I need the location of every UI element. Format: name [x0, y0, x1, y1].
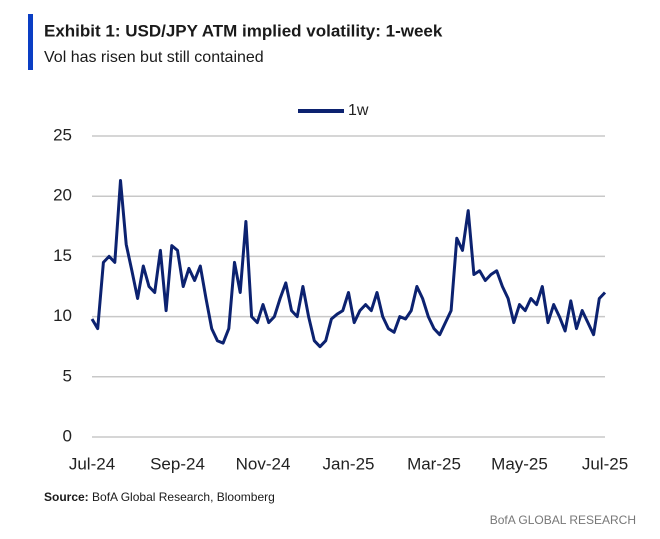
chart-subtitle: Vol has risen but still contained — [44, 49, 264, 66]
x-tick-label: Jan-25 — [323, 454, 375, 473]
chart-title: Exhibit 1: USD/JPY ATM implied volatilit… — [44, 21, 443, 40]
x-tick-label: Nov-24 — [236, 454, 291, 473]
y-tick-label: 5 — [63, 366, 72, 385]
x-tick-label: Jul-25 — [582, 454, 628, 473]
legend-label: 1w — [348, 102, 369, 119]
x-tick-label: Sep-24 — [150, 454, 205, 473]
y-tick-label: 25 — [53, 125, 72, 144]
series-line — [90, 179, 607, 349]
y-tick-label: 10 — [53, 306, 72, 325]
x-tick-label: Mar-25 — [407, 454, 461, 473]
y-tick-label: 0 — [63, 426, 72, 445]
x-tick-label: Jul-24 — [69, 454, 115, 473]
source-label: Source: — [44, 490, 89, 504]
title-accent — [28, 14, 33, 70]
y-tick-label: 20 — [53, 186, 72, 205]
y-tick-label: 15 — [53, 246, 72, 265]
source: Source: BofA Global Research, Bloomberg — [44, 490, 275, 504]
footer: BofA GLOBAL RESEARCH — [490, 513, 636, 527]
source-text: BofA Global Research, Bloomberg — [92, 490, 275, 504]
x-tick-label: May-25 — [491, 454, 548, 473]
